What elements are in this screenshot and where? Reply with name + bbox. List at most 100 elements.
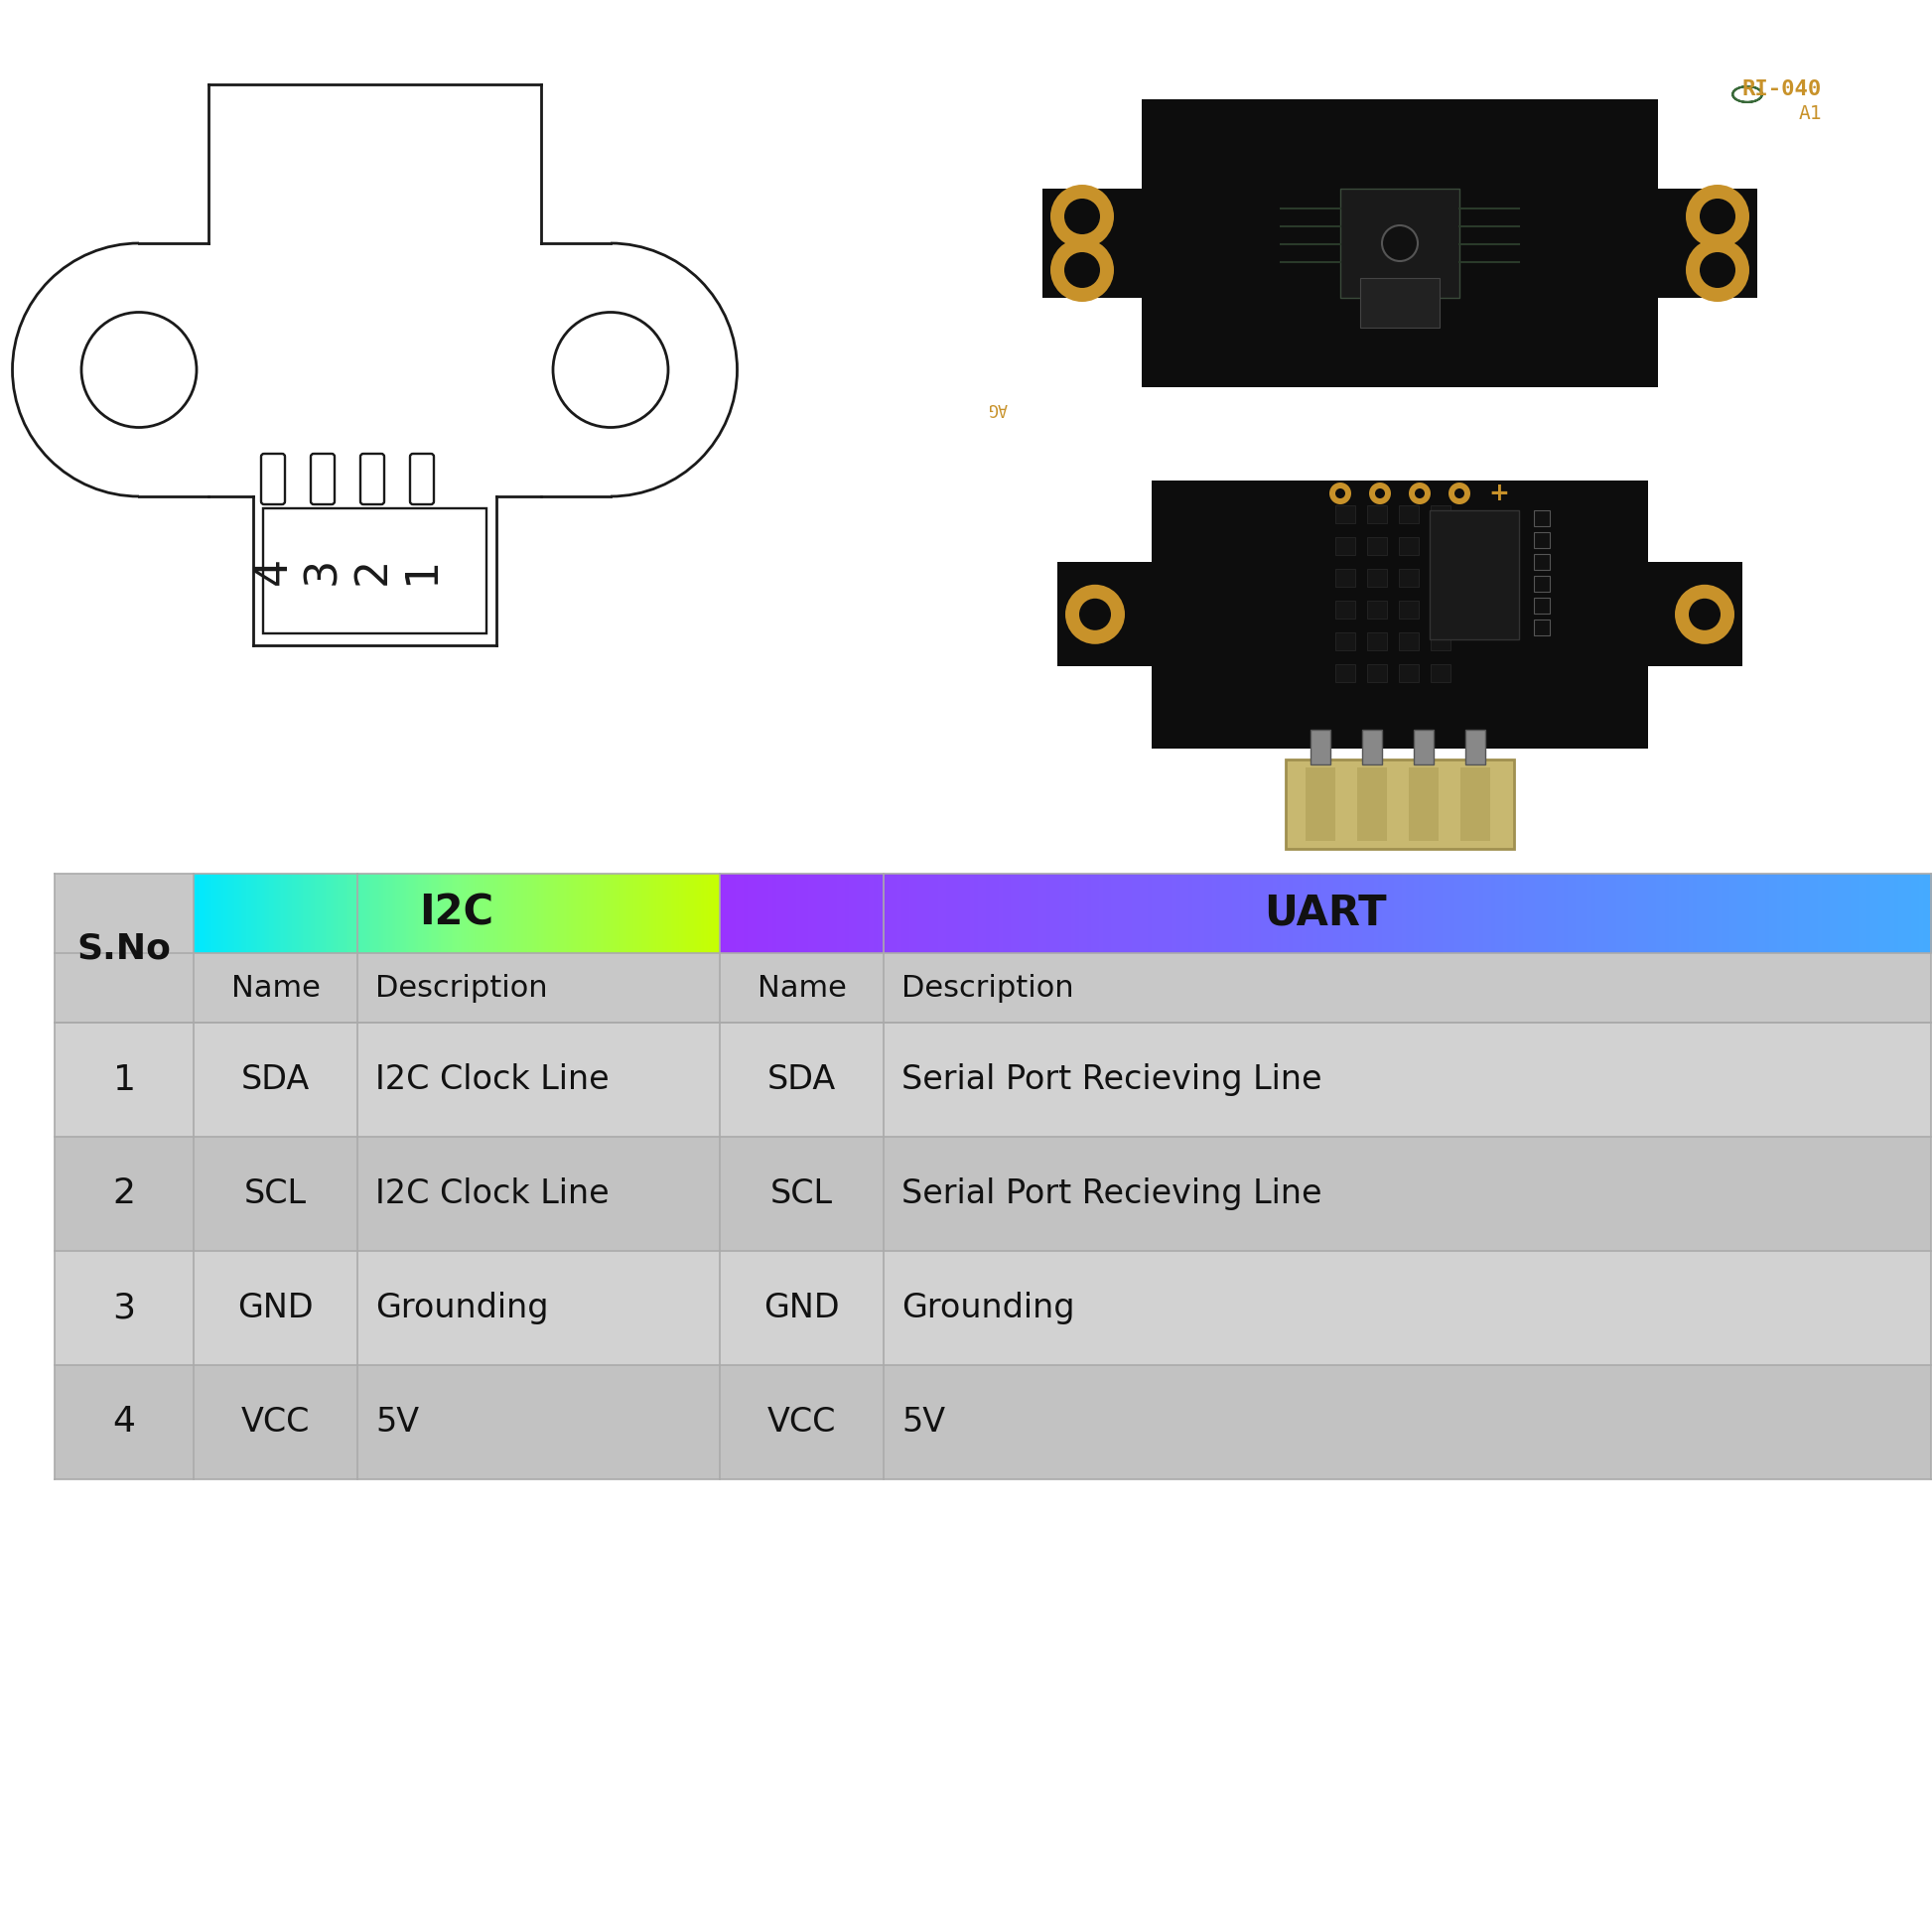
Bar [54, 1136, 193, 1250]
Bar [369, 873, 371, 952]
Bar [502, 873, 504, 952]
Bar [249, 873, 253, 952]
Bar [392, 873, 394, 952]
Text: I2C Clock Line: I2C Clock Line [375, 1177, 609, 1209]
Bar [226, 873, 228, 952]
Bar [263, 508, 487, 634]
Bar [564, 873, 566, 952]
Bar [222, 873, 224, 952]
Bar [1381, 873, 1387, 952]
Bar [1368, 504, 1387, 524]
Bar [1273, 873, 1277, 952]
Bar [355, 873, 357, 952]
Bar [379, 873, 381, 952]
Bar [1196, 873, 1202, 952]
Bar [473, 873, 477, 952]
Bar [759, 873, 765, 952]
Bar [413, 873, 415, 952]
Bar [929, 873, 935, 952]
Bar [199, 873, 201, 952]
Bar [1851, 873, 1855, 952]
Bar [572, 873, 576, 952]
Text: Description: Description [902, 974, 1074, 1003]
Bar [639, 873, 641, 952]
Bar [1335, 537, 1354, 554]
Bar [1335, 504, 1354, 524]
Bar [883, 1250, 1930, 1366]
Bar [1774, 873, 1779, 952]
Bar [402, 873, 406, 952]
Bar [1600, 873, 1605, 952]
Bar [327, 873, 330, 952]
Bar [1240, 873, 1246, 952]
Bar [554, 873, 558, 952]
Bar [558, 873, 560, 952]
Bar [947, 873, 951, 952]
Bar [365, 873, 369, 952]
Bar [1430, 665, 1451, 682]
Bar [450, 873, 452, 952]
Bar [340, 873, 342, 952]
Bar [531, 873, 535, 952]
Bar [605, 873, 607, 952]
Bar [251, 873, 255, 952]
Text: SCL: SCL [771, 1177, 833, 1209]
Circle shape [1449, 483, 1470, 504]
Bar [1354, 873, 1358, 952]
Bar [439, 873, 442, 952]
Bar [1368, 632, 1387, 649]
Bar [1368, 601, 1387, 618]
Bar [247, 873, 251, 952]
Bar [854, 873, 858, 952]
Bar [468, 873, 469, 952]
Bar [1007, 873, 1012, 952]
Bar [1833, 873, 1839, 952]
Bar [898, 873, 902, 952]
Bar [933, 873, 939, 952]
Bar [578, 873, 580, 952]
Bar [1689, 873, 1694, 952]
Bar [497, 873, 500, 952]
Bar [193, 1366, 357, 1480]
Bar [1918, 873, 1924, 952]
Bar [883, 1022, 1930, 1136]
Bar [1111, 873, 1117, 952]
Bar [981, 873, 987, 952]
Bar [1466, 873, 1472, 952]
Circle shape [1700, 253, 1735, 288]
Bar [1063, 873, 1068, 952]
Bar [1184, 873, 1188, 952]
Bar [524, 873, 526, 952]
Bar [471, 873, 473, 952]
Bar [284, 873, 286, 952]
Bar [284, 873, 288, 952]
Bar [825, 873, 829, 952]
Bar [1536, 873, 1540, 952]
Text: 4: 4 [112, 1405, 135, 1439]
Bar [1088, 873, 1092, 952]
Bar [317, 873, 319, 952]
Bar [918, 873, 923, 952]
Bar [338, 873, 340, 952]
Bar [1306, 767, 1335, 840]
Bar [350, 873, 352, 952]
Bar [570, 873, 574, 952]
Bar [442, 873, 446, 952]
Bar [381, 873, 384, 952]
Bar [1447, 873, 1451, 952]
Bar [1173, 873, 1177, 952]
Bar [1625, 873, 1629, 952]
Bar [282, 873, 284, 952]
Bar [562, 873, 564, 952]
Bar [520, 873, 522, 952]
Bar [1470, 873, 1476, 952]
Bar [1151, 873, 1157, 952]
Bar [821, 873, 825, 952]
Circle shape [1080, 599, 1111, 630]
Bar [587, 873, 591, 952]
Bar [688, 873, 692, 952]
Text: 2: 2 [112, 1177, 135, 1211]
Bar [713, 873, 715, 952]
Bar [1329, 873, 1335, 952]
Bar [1677, 873, 1681, 952]
